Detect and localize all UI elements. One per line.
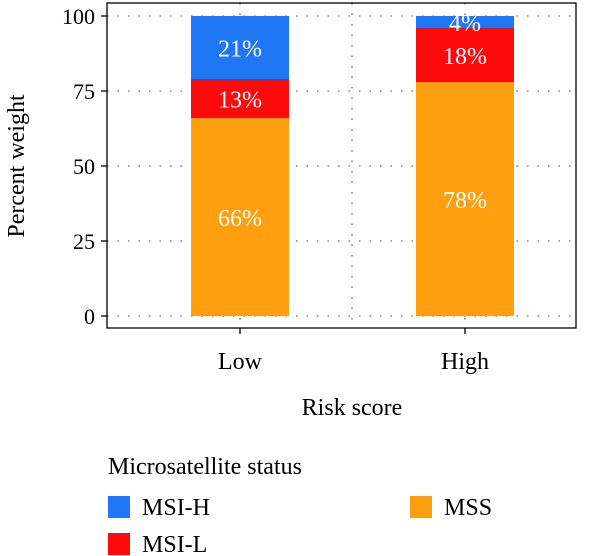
bar-segment-msi-l <box>416 28 514 82</box>
x-axis: Low High <box>218 328 489 375</box>
bar-value-label: 13% <box>218 88 262 114</box>
bar-segment-msi-h <box>191 16 289 79</box>
bars <box>191 16 514 316</box>
legend-label: MSI-H <box>142 495 210 521</box>
bar-segment-msi-l <box>191 79 289 118</box>
bar-segment-mss <box>416 82 514 316</box>
bar-value-label: 21% <box>218 37 262 63</box>
bar-data-labels: 66% 13% 21% 78% 18% 4% <box>218 11 487 232</box>
legend-label: MSS <box>444 495 492 521</box>
legend-swatch-msi-h <box>108 496 130 518</box>
bar-segment-msi-h <box>416 16 514 28</box>
x-tick-label: High <box>441 349 489 375</box>
y-tick-label: 0 <box>84 304 95 329</box>
y-tick-label: 25 <box>73 229 95 254</box>
y-tick-label: 100 <box>62 4 95 29</box>
bar-value-label: 66% <box>218 206 262 232</box>
legend-swatch-msi-l <box>108 533 130 555</box>
x-tick-label: Low <box>218 349 263 375</box>
bar-value-label: 4% <box>449 11 481 37</box>
bar-value-label: 78% <box>443 188 487 214</box>
legend-swatch-mss <box>410 496 432 518</box>
y-axis-title: Percent weight <box>4 94 30 238</box>
y-tick-label: 50 <box>73 154 95 179</box>
legend: Microsatellite status MSI-H MSI-L MSS <box>108 454 492 556</box>
y-tick-label: 75 <box>73 79 95 104</box>
y-axis: 0 25 50 75 100 <box>62 4 107 329</box>
bar-value-label: 18% <box>443 44 487 70</box>
legend-title: Microsatellite status <box>108 454 302 480</box>
legend-label: MSI-L <box>142 532 207 556</box>
bar-segment-mss <box>191 118 289 316</box>
x-axis-title: Risk score <box>302 395 403 421</box>
